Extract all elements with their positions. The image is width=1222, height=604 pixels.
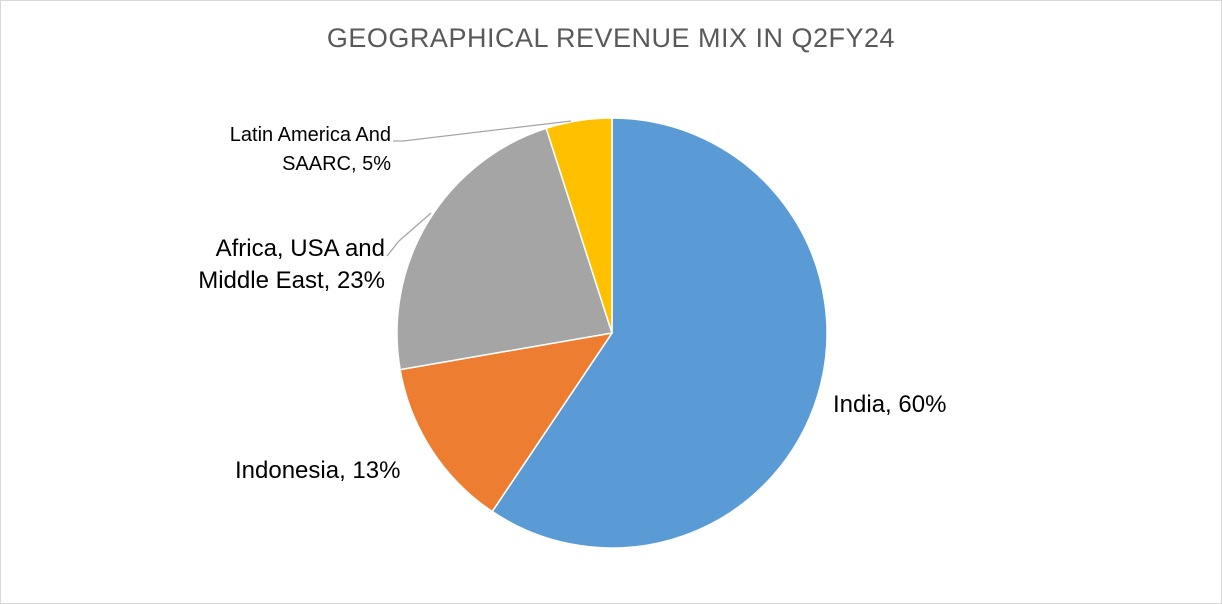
label-line: India, 60% — [833, 391, 947, 418]
data-label-africa-usa-middle-east: Africa, USA and Middle East, 23% — [151, 233, 385, 298]
label-line-1: Latin America And — [229, 124, 391, 146]
leader-line-africa — [386, 212, 432, 257]
pie-slice-africa-usa-and-middle-east — [396, 127, 613, 371]
label-line-2: SAARC, 5% — [282, 153, 391, 175]
data-label-latin-america-saarc: Latin America And SAARC, 5% — [161, 121, 391, 179]
pie-slice-indonesia — [399, 331, 614, 513]
label-line-2: Middle East, 23% — [198, 267, 385, 295]
pie-slice-latin-america-and-saarc — [545, 117, 613, 334]
leader-line-latam — [393, 120, 572, 142]
label-line-1: Africa, USA and — [215, 235, 385, 262]
data-label-india: India, 60% — [833, 389, 946, 421]
data-label-indonesia: Indonesia, 13% — [235, 455, 400, 487]
pie-slice-india — [491, 117, 828, 549]
label-line: Indonesia, 13% — [235, 457, 401, 484]
chart-title: GEOGRAPHICAL REVENUE MIX IN Q2FY24 — [326, 23, 896, 53]
